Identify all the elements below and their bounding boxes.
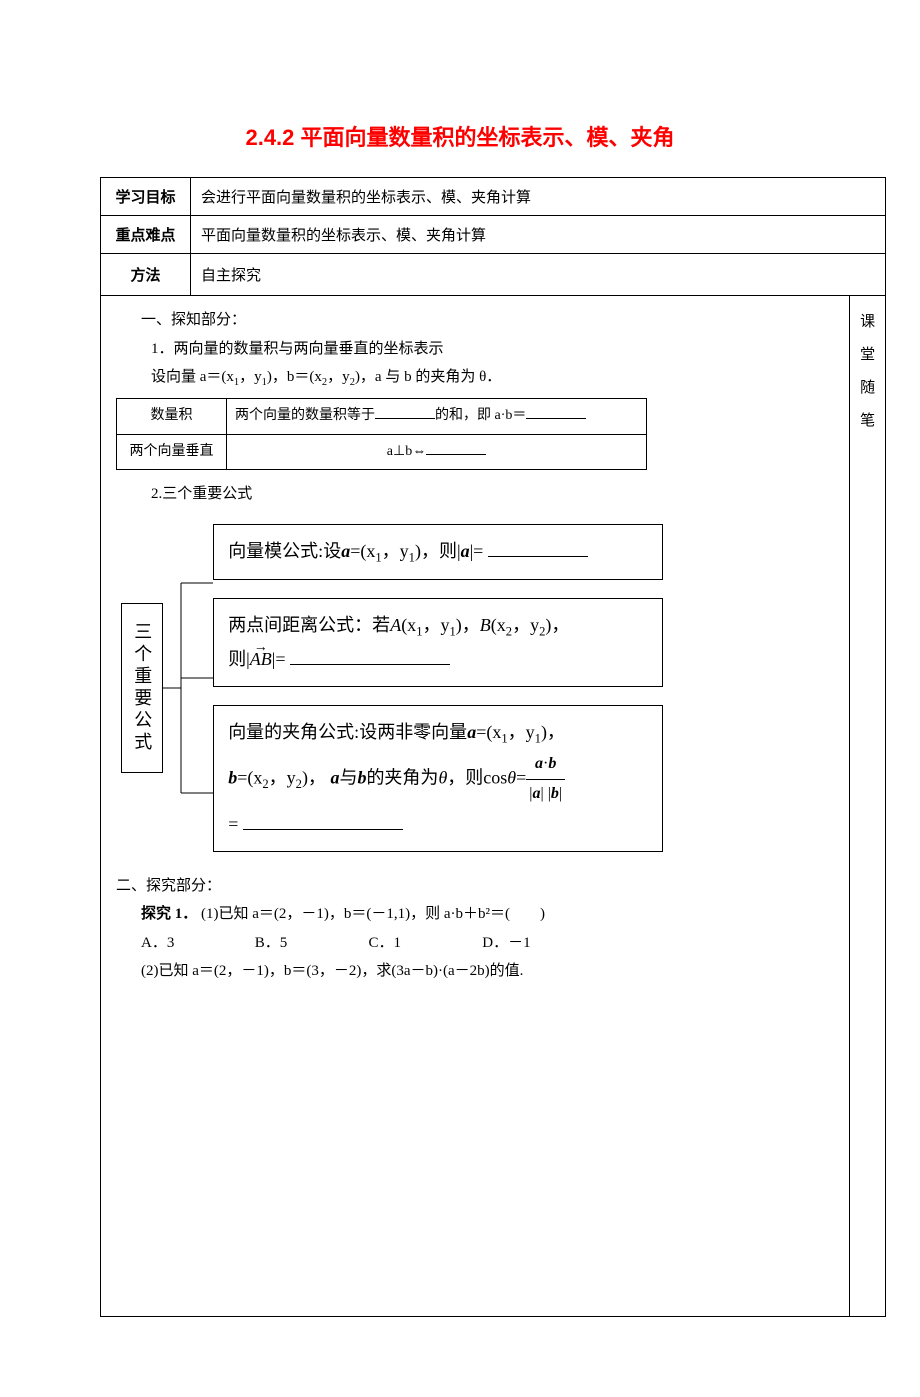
- method-label: 方法: [101, 254, 191, 296]
- q1-2: (2)已知 a＝(2，－1)，b＝(3，－2)，求(3a－b)·(a－2b)的值…: [116, 957, 834, 986]
- formula-box-3: 向量的夹角公式:设两非零向量a=(x1，y1)， b=(x2，y2)， a与b的…: [213, 705, 663, 852]
- side-line2: 随笔: [860, 372, 875, 438]
- q1: 探究 1． (1)已知 a＝(2，－1)，b＝(－1,1)，则 a·b＋b²＝(…: [116, 900, 834, 929]
- sec1-heading: 一、探知部分：: [116, 306, 834, 335]
- row-method: 方法 自主探究: [101, 254, 886, 296]
- opt-c: C．1: [369, 929, 479, 958]
- opt-d: D．－1: [482, 929, 592, 958]
- bracket-icon: [163, 548, 213, 828]
- inner-r1c1: 数量积: [117, 398, 227, 434]
- keypoint-label: 重点难点: [101, 216, 191, 254]
- inner-r2c2: a⊥b⇔: [227, 434, 647, 470]
- goal-text: 会进行平面向量数量积的坐标表示、模、夹角计算: [191, 178, 886, 216]
- row-body: 一、探知部分： 1．两向量的数量积与两向量垂直的坐标表示 设向量 a＝(x1，y…: [101, 296, 886, 1317]
- formula-boxes: 向量模公式:设a=(x1，y1)，则|a|= 两点间距离公式：若A(x1，y1)…: [213, 524, 663, 852]
- formula-box-1: 向量模公式:设a=(x1，y1)，则|a|=: [213, 524, 663, 580]
- row-goal: 学习目标 会进行平面向量数量积的坐标表示、模、夹角计算: [101, 178, 886, 216]
- opt-a: A．3: [141, 929, 251, 958]
- sec1-setup: 设向量 a＝(x1，y1)，b＝(x2，y2)，a 与 b 的夹角为 θ．: [116, 363, 834, 393]
- row-keypoint: 重点难点 平面向量数量积的坐标表示、模、夹角计算: [101, 216, 886, 254]
- formula-box-2: 两点间距离公式：若A(x1，y1)，B(x2，y2)， 则|→AB|=: [213, 598, 663, 687]
- sec1-item1: 1．两向量的数量积与两向量垂直的坐标表示: [116, 335, 834, 364]
- sec1-item2: 2.三个重要公式: [116, 480, 834, 509]
- blank-space: [116, 986, 834, 1306]
- method-text: 自主探究: [191, 254, 886, 296]
- inner-r2c1: 两个向量垂直: [117, 434, 227, 470]
- main-content: 一、探知部分： 1．两向量的数量积与两向量垂直的坐标表示 设向量 a＝(x1，y…: [101, 296, 850, 1317]
- side-line1: 课堂: [860, 306, 875, 372]
- side-notes: 课堂 随笔: [850, 296, 886, 1317]
- formula-diagram: 三个重要公式 向量模公式:设a=(x1，y1)，则|a|= 两点间距: [121, 524, 834, 852]
- inner-table: 数量积 两个向量的数量积等于的和，即 a·b＝ 两个向量垂直 a⊥b⇔: [116, 398, 647, 470]
- diagram-label: 三个重要公式: [121, 603, 163, 773]
- q1-options: A．3 B．5 C．1 D．－1: [116, 929, 834, 958]
- sec2-heading: 二、探究部分：: [116, 872, 834, 901]
- keypoint-text: 平面向量数量积的坐标表示、模、夹角计算: [191, 216, 886, 254]
- inner-r1c2: 两个向量的数量积等于的和，即 a·b＝: [227, 398, 647, 434]
- inner-row-1: 数量积 两个向量的数量积等于的和，即 a·b＝: [117, 398, 647, 434]
- outer-table: 学习目标 会进行平面向量数量积的坐标表示、模、夹角计算 重点难点 平面向量数量积…: [100, 177, 886, 1317]
- inner-row-2: 两个向量垂直 a⊥b⇔: [117, 434, 647, 470]
- goal-label: 学习目标: [101, 178, 191, 216]
- opt-b: B．5: [255, 929, 365, 958]
- page-title: 2.4.2 平面向量数量积的坐标表示、模、夹角: [100, 120, 820, 152]
